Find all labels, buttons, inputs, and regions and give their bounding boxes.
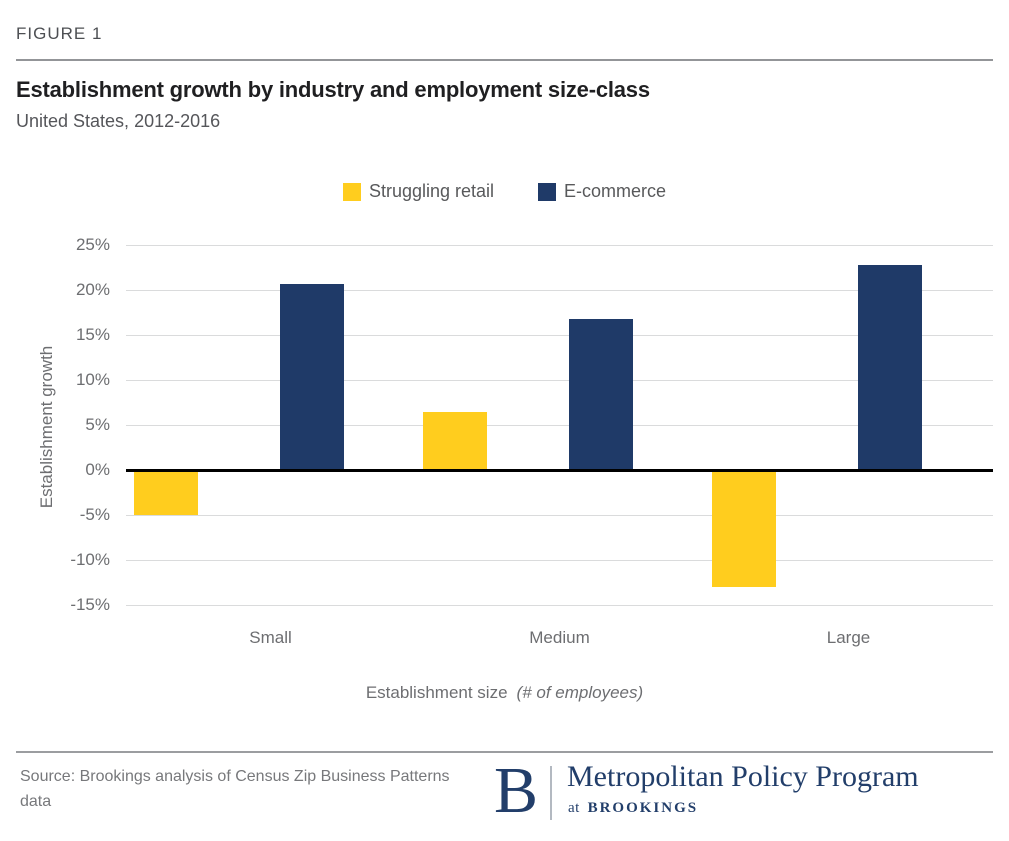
x-category-label-small: Small: [249, 628, 292, 647]
gridline--10: [126, 560, 993, 561]
legend-swatch-ecommerce: [538, 182, 557, 201]
chart-title: Establishment growth by industry and emp…: [16, 77, 650, 102]
logo-subtitle-at: at: [568, 800, 580, 816]
y-tick-label-20: 20%: [75, 280, 110, 299]
gridline--15: [126, 605, 993, 606]
gridline-15: [126, 335, 993, 336]
zero-axis-line: [126, 469, 993, 472]
legend-item-ecommerce: E-commerce: [538, 181, 666, 202]
y-tick-label-10: 10%: [75, 370, 110, 389]
x-category-label-large: Large: [826, 628, 871, 647]
figure-label: FIGURE 1: [16, 24, 103, 43]
header-divider: [16, 59, 993, 61]
x-axis-title-text: Establishment size: [365, 683, 508, 702]
y-tick-label--10: -10%: [70, 550, 110, 569]
gridline-20: [126, 290, 993, 291]
x-axis-title: Establishment size (# of employees): [0, 683, 1009, 703]
bar-struggling-retail-medium: [422, 411, 487, 470]
gridline-5: [126, 425, 993, 426]
chart-subtitle: United States, 2012-2016: [16, 111, 221, 131]
bar-e-commerce-small: [279, 283, 344, 470]
legend-item-struggling-retail: Struggling retail: [342, 181, 495, 202]
logo-divider: [550, 766, 552, 820]
y-tick-label-5: 5%: [85, 415, 110, 434]
x-category-label-medium: Medium: [529, 628, 590, 647]
chart-legend: Struggling retail E-commerce: [0, 181, 1009, 202]
legend-label-ecommerce: E-commerce: [564, 181, 667, 201]
logo-subtitle-brookings: BROOKINGS: [587, 800, 699, 816]
y-axis-title: Establishment growth: [37, 345, 56, 509]
gridline-10: [126, 380, 993, 381]
logo-subtitle: at BROOKINGS: [568, 800, 698, 817]
source-note: Source: Brookings analysis of Census Zip…: [20, 768, 450, 810]
brookings-b-mark: B: [494, 754, 539, 827]
bar-e-commerce-large: [857, 264, 922, 470]
y-tick-label-15: 15%: [75, 325, 110, 344]
y-tick-label-0: 0%: [85, 460, 110, 479]
bar-struggling-retail-large: [711, 470, 776, 587]
bar-struggling-retail-small: [133, 470, 198, 515]
gridline-25: [126, 245, 993, 246]
logo-program-name: Metropolitan Policy Program: [567, 760, 919, 793]
y-tick-label-25: 25%: [75, 235, 110, 254]
gridline--5: [126, 515, 993, 516]
footer-divider: [16, 751, 993, 753]
legend-label-struggling-retail: Struggling retail: [368, 181, 495, 201]
y-tick-label--5: -5%: [79, 505, 110, 524]
x-axis-title-note: (# of employees): [516, 683, 644, 702]
legend-swatch-struggling-retail: [342, 182, 361, 201]
bar-e-commerce-medium: [568, 318, 633, 470]
y-tick-label--15: -15%: [70, 595, 110, 614]
